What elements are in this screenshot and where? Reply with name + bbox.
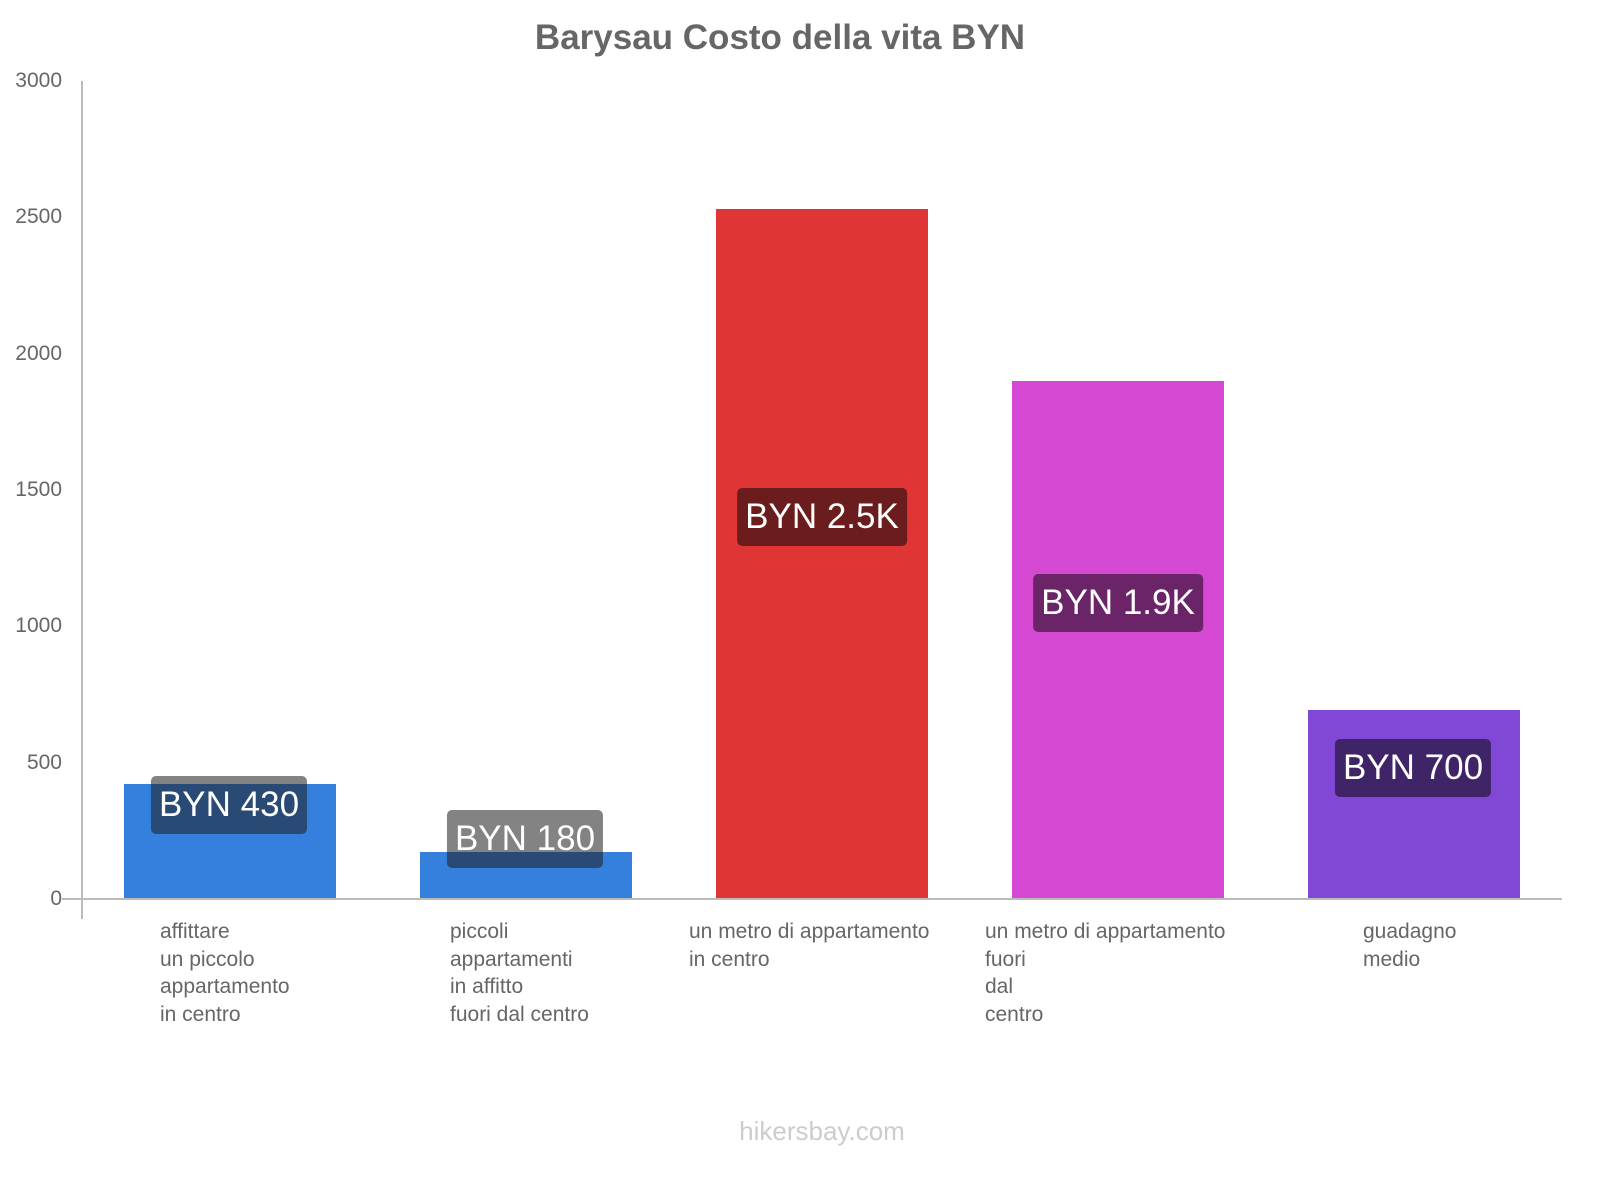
y-tick: 2500: [15, 205, 62, 228]
value-label: BYN 180: [446, 810, 604, 868]
value-label: BYN 1.9K: [1033, 574, 1203, 632]
y-tick: 0: [50, 887, 62, 910]
x-category-label: piccoli appartamenti in affitto fuori da…: [450, 920, 589, 1026]
x-category-label: un metro di appartamento fuori dal centr…: [985, 920, 1226, 1026]
bar-sqm-apartment-outside-center: [1012, 381, 1224, 899]
y-tick: 1500: [15, 478, 62, 501]
value-label: BYN 2.5K: [737, 488, 907, 546]
value-label: BYN 430: [150, 776, 308, 834]
y-tick: 1000: [15, 614, 62, 637]
watermark-link[interactable]: hikersbay.com: [739, 1116, 905, 1146]
chart-title: Barysau Costo della vita BYN: [534, 18, 1026, 57]
value-label: BYN 700: [1334, 739, 1492, 797]
bar-sqm-apartment-center: [716, 209, 928, 899]
y-axis-line: [81, 81, 83, 919]
y-tick: 2000: [15, 342, 62, 365]
x-axis-line: [62, 898, 1562, 900]
x-category-label: affittare un piccolo appartamento in cen…: [160, 920, 290, 1026]
y-tick: 500: [26, 751, 62, 774]
y-tick: 3000: [15, 69, 62, 92]
x-category-label: un metro di appartamento in centro: [689, 920, 930, 971]
x-category-label: guadagno medio: [1363, 920, 1457, 971]
